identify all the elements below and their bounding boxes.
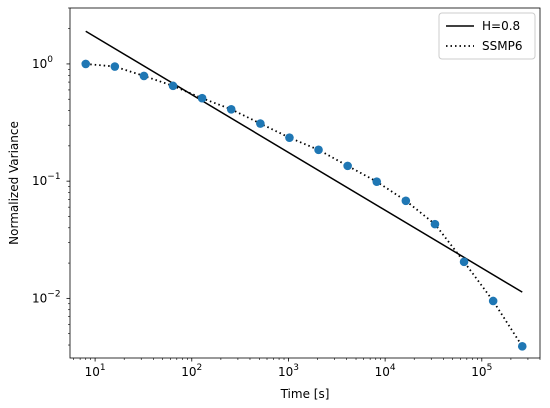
data-point	[459, 257, 469, 267]
x-tick-label: 104	[375, 363, 396, 379]
y-tick-label: 10−1	[32, 172, 61, 188]
data-point	[226, 105, 236, 114]
data-point	[110, 62, 120, 71]
x-tick-label: 101	[85, 363, 106, 379]
data-point	[343, 161, 352, 171]
plot-background	[70, 8, 540, 358]
data-point	[256, 119, 265, 128]
series-layer	[81, 30, 527, 351]
data-point	[314, 145, 323, 155]
x-tick-label: 103	[278, 363, 299, 379]
data-point	[488, 296, 498, 306]
legend-box	[438, 12, 536, 60]
y-tick-label: 100	[32, 55, 53, 71]
legend-label-ssmp6: SSMP6	[482, 39, 522, 53]
data-point	[517, 342, 527, 351]
y-axis-label: Normalized Variance	[7, 121, 21, 245]
x-axis-label: Time [s]	[280, 387, 330, 401]
legend: H=0.8 SSMP6	[438, 12, 536, 60]
data-point	[430, 219, 440, 229]
data-point	[139, 71, 149, 81]
major-ticks: 101 102 103 104 105 10−2 10−1 100	[32, 55, 492, 379]
plot-frame	[69, 7, 541, 359]
y-tick-label: 10−2	[32, 289, 61, 305]
data-point	[285, 133, 294, 142]
legend-label-h: H=0.8	[482, 19, 520, 33]
data-point	[401, 196, 411, 206]
data-point	[372, 177, 382, 186]
x-tick-label: 102	[181, 363, 202, 379]
data-point	[197, 93, 207, 103]
data-point	[81, 59, 91, 69]
x-tick-label: 105	[471, 363, 492, 379]
series-line-0	[85, 30, 523, 293]
data-point	[168, 81, 178, 91]
